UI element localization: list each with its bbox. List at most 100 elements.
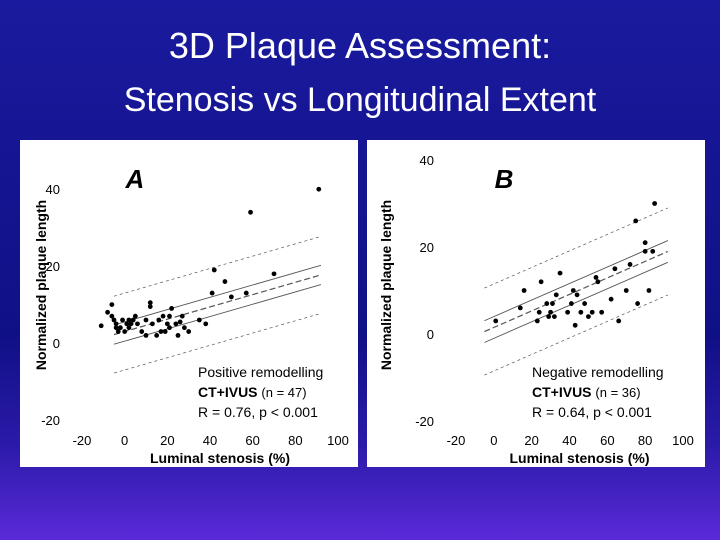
chart-a-x-tick: 40 [203, 433, 217, 448]
chart-b-x-tick: 80 [638, 433, 652, 448]
chart-b-data-point [517, 305, 523, 311]
chart-a-data-point [135, 321, 140, 327]
chart-a-data-point [124, 321, 130, 327]
chart-b-data-point [570, 288, 576, 293]
chart-b-annotation-stats: R = 0.64, p < 0.001 [532, 404, 652, 420]
chart-b-data-point [612, 266, 618, 272]
chart-a-data-point [177, 319, 183, 325]
chart-b-ci-upper-line [484, 240, 669, 322]
chart-a-data-point [118, 325, 123, 331]
chart-b-data-point [633, 218, 639, 224]
chart-a-data-point [196, 317, 202, 323]
chart-a-x-axis-label: Luminal stenosis (%) [150, 450, 290, 466]
chart-a-data-point [160, 313, 166, 319]
chart-a-data-point [175, 332, 181, 338]
scatter-plot-a: A -20 0 20 40 -20 0 20 40 60 80 100 Luminal stenosis… [33, 164, 349, 466]
chart-b-data-point [536, 309, 542, 315]
chart-a-data-point [203, 321, 209, 327]
chart-b-x-tick: 0 [490, 433, 497, 448]
chart-b-data-point [642, 240, 648, 246]
chart-b-annotation-method-name: CT+IVUS [532, 384, 595, 400]
chart-a-x-tick: -20 [73, 433, 92, 448]
chart-b-data-point [578, 309, 584, 315]
chart-a-data-point [182, 325, 187, 331]
chart-a-annotation-group: Positive remodelling [198, 364, 323, 380]
chart-a-data-point [173, 321, 179, 327]
chart-b-data-point [599, 309, 605, 315]
chart-a-annotation-n: (n = 47) [261, 385, 306, 400]
chart-a-data-point [271, 271, 277, 277]
chart-a-data-point [122, 329, 128, 334]
chart-b-data-point [646, 288, 652, 293]
chart-a-data-point [169, 306, 175, 311]
chart-a-data-point [167, 325, 172, 331]
chart-b-data-point [565, 309, 571, 315]
chart-a-data-point [132, 313, 138, 319]
chart-b-data-point [642, 248, 648, 254]
chart-a-data-point [128, 321, 134, 327]
chart-a-x-tick: 20 [160, 433, 174, 448]
chart-b-data-point [589, 309, 595, 315]
chart-a-data-point [248, 209, 253, 215]
chart-a-data-point [154, 332, 160, 338]
chart-b-data-point [574, 292, 580, 298]
chart-b-annotation-group: Negative remodelling [532, 364, 664, 380]
chart-b-data-point [521, 288, 527, 293]
chart-panel-a: A -20 0 20 40 -20 0 20 40 60 80 100 Luminal stenosis… [20, 140, 358, 467]
chart-a-x-tick: 0 [121, 433, 128, 448]
chart-b-x-tick: -20 [447, 433, 466, 448]
chart-b-x-tick: 60 [600, 433, 614, 448]
chart-a-data-point [115, 329, 121, 334]
chart-a-data-point [316, 186, 322, 192]
chart-b-data-point [586, 314, 591, 319]
chart-a-data-point [243, 290, 249, 296]
chart-a-data-point [179, 313, 185, 319]
chart-a-y-tick: 20 [46, 259, 60, 274]
chart-b-data-point [595, 279, 601, 285]
chart-b-x-tick: 100 [672, 433, 694, 448]
chart-b-data-point [546, 314, 552, 319]
chart-b-data-point [551, 314, 557, 319]
chart-b-y-tick: 20 [420, 240, 434, 255]
chart-b-regression-line [484, 250, 669, 333]
chart-a-data-point [98, 323, 104, 329]
chart-a-y-tick: 40 [46, 182, 60, 197]
chart-a-panel-label: A [125, 164, 145, 194]
chart-a-data-point [147, 304, 153, 309]
chart-b-data-point [548, 309, 553, 315]
chart-a-data-point [158, 329, 164, 334]
slide-title-line1: 3D Plaque Assessment: [168, 25, 552, 66]
chart-b-data-point [623, 288, 629, 293]
chart-a-x-tick: 80 [288, 433, 302, 448]
chart-b-data-point [538, 279, 544, 285]
chart-b-data-point [553, 292, 559, 298]
chart-a-annotation-method-name: CT+IVUS [198, 384, 261, 400]
chart-a-data-point [162, 329, 168, 334]
chart-a-data-point [109, 313, 115, 319]
chart-a-data-point [143, 317, 149, 323]
chart-a-data-point [126, 317, 132, 323]
chart-b-data-point [635, 301, 640, 306]
chart-b-data-point [493, 318, 499, 324]
chart-a-annotation-stats: R = 0.76, p < 0.001 [198, 404, 318, 420]
chart-b-y-tick: 40 [420, 153, 434, 168]
chart-a-data-point [143, 332, 149, 338]
chart-a-annotation-method: CT+IVUS (n = 47) [198, 384, 307, 400]
chart-a-data-point [109, 302, 115, 308]
chart-a-x-tick: 60 [245, 433, 259, 448]
chart-a-ci-lower-line [113, 284, 322, 345]
chart-a-data-point [222, 279, 228, 284]
chart-b-pi-upper-line [484, 207, 669, 289]
chart-b-data-point [544, 301, 550, 306]
chart-b-annotation-method: CT+IVUS (n = 36) [532, 384, 641, 400]
chart-a-data-point [130, 317, 136, 323]
chart-a-data-point [228, 294, 234, 300]
chart-a-data-point [120, 317, 125, 323]
chart-b-data-point [550, 301, 555, 306]
chart-b-y-tick: -20 [415, 414, 434, 429]
chart-b-data-point [616, 318, 622, 324]
chart-b-x-axis-label: Luminal stenosis (%) [509, 450, 649, 466]
chart-a-data-point [113, 321, 119, 327]
chart-b-x-tick: 40 [562, 433, 576, 448]
chart-b-data-point [582, 301, 588, 306]
